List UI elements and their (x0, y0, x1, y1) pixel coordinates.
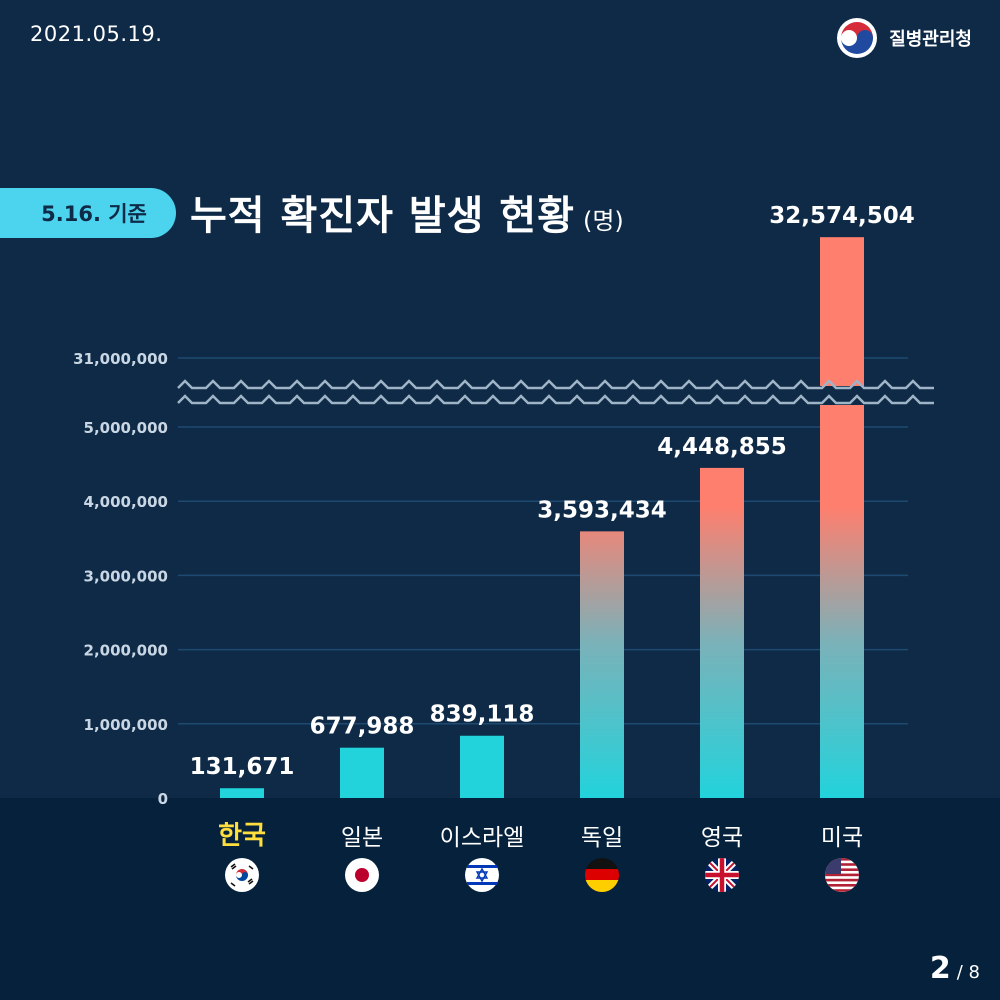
israel-flag-icon (465, 858, 499, 892)
germany-flag-icon (585, 858, 619, 892)
usa-flag-icon (825, 858, 859, 892)
uk-flag-icon (705, 858, 739, 892)
value-label: 32,574,504 (769, 203, 915, 229)
org-logo: 질병관리청 (835, 16, 972, 60)
date-label: 2021.05.19. (30, 22, 163, 46)
bottom-band (0, 798, 1000, 1000)
value-label: 131,671 (190, 754, 295, 780)
x-category-label: 한국 (218, 821, 266, 851)
bar (580, 531, 624, 798)
x-category-label: 미국 (820, 825, 864, 851)
date-badge-label: 5.16. 기준 (41, 202, 147, 226)
x-category-label: 일본 (340, 825, 384, 851)
japan-flag-icon (345, 858, 379, 892)
value-label: 3,593,434 (537, 497, 667, 523)
bar (460, 735, 504, 798)
y-tick-label: 0 (158, 790, 168, 808)
y-tick-label: 4,000,000 (84, 493, 168, 511)
date-badge: 5.16. 기준 (0, 188, 176, 238)
chart-title-text: 누적 확진자 발생 현황 (190, 193, 575, 239)
x-category-label: 이스라엘 (439, 825, 525, 851)
value-label: 677,988 (310, 714, 415, 740)
y-tick-label: 31,000,000 (73, 350, 168, 368)
value-label: 4,448,855 (657, 434, 787, 460)
pager: 2 / 8 (930, 951, 980, 986)
bar (220, 788, 264, 798)
bar (820, 237, 864, 798)
y-tick-label: 1,000,000 (84, 716, 168, 734)
bar (340, 747, 384, 798)
org-name: 질병관리청 (889, 29, 972, 50)
chart-unit: (명) (582, 207, 624, 235)
y-tick-label: 3,000,000 (84, 567, 168, 585)
axis-break-line (177, 379, 934, 390)
y-tick-label: 2,000,000 (84, 642, 168, 660)
x-category-label: 독일 (580, 825, 624, 851)
value-label: 839,118 (430, 702, 535, 728)
axis-break-line (177, 394, 934, 405)
chart-title: 누적 확진자 발생 현황 (명) (190, 183, 624, 241)
kdca-emblem-icon (837, 18, 878, 58)
korea-flag-icon (225, 858, 259, 892)
page-current: 2 (929, 951, 951, 986)
bar (700, 467, 744, 798)
page-total: / 8 (956, 962, 980, 983)
y-tick-label: 5,000,000 (84, 419, 168, 437)
x-category-label: 영국 (700, 825, 744, 851)
